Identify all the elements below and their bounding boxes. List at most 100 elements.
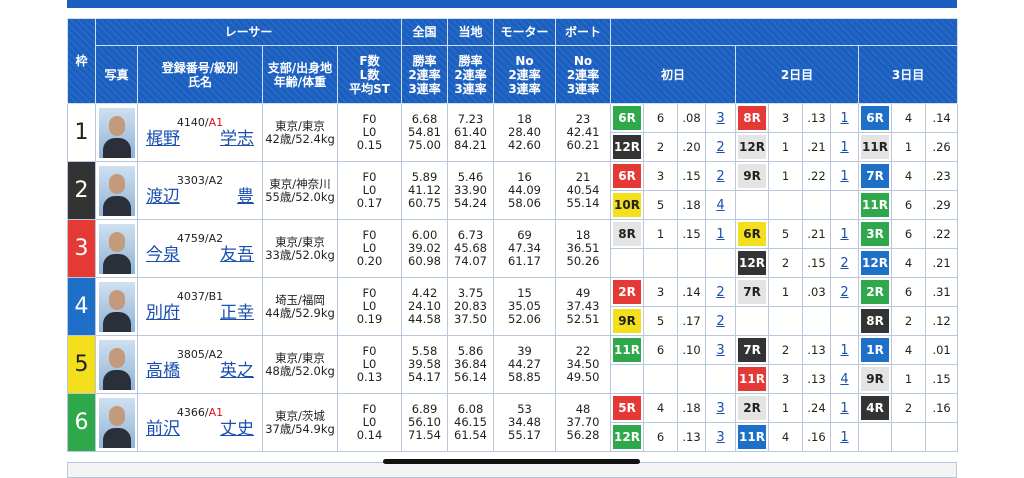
result[interactable]: 2	[840, 284, 849, 300]
race-label: 8R	[738, 106, 767, 130]
result[interactable]: 1	[840, 110, 849, 126]
empty-cell	[925, 422, 959, 452]
race-label: 10R	[613, 193, 642, 217]
header-cell: F数 L数 平均ST	[336, 45, 403, 104]
race-cell: 9R	[858, 364, 893, 394]
start-timing: .15	[802, 248, 832, 278]
result[interactable]: 2	[716, 168, 725, 184]
result[interactable]: 4	[716, 197, 725, 213]
text-line: 21	[575, 170, 591, 184]
branch-cell: 東京/東京 42歳/52.4kg	[262, 103, 338, 162]
text-line: 54.24	[454, 196, 487, 210]
branch-cell: 東京/茨城 37歳/54.9kg	[262, 393, 338, 452]
result[interactable]: 1	[840, 429, 849, 445]
text-line: 3連率	[454, 81, 487, 96]
text-line: L0	[362, 241, 377, 255]
text-line: 40.54	[566, 183, 600, 197]
result[interactable]: 1	[840, 400, 849, 416]
text-line: 37.43	[566, 299, 600, 313]
racer-name[interactable]: 渡辺 豊	[139, 187, 262, 207]
race-label: 2R	[613, 280, 642, 304]
text-line: 6.73	[457, 228, 484, 242]
result[interactable]: 2	[716, 284, 725, 300]
boat-cell: 21 40.54 55.14	[555, 161, 612, 220]
boat-cell: 49 37.43 52.51	[555, 277, 612, 336]
race-label: 6R	[613, 164, 642, 188]
result[interactable]: 1	[840, 168, 849, 184]
text-line: 0.15	[356, 138, 383, 152]
text-line: 3連率	[508, 81, 541, 96]
text-line: 52.06	[508, 312, 541, 326]
text-line: No	[573, 53, 593, 68]
empty-cell	[830, 190, 860, 220]
empty-cell	[705, 248, 737, 278]
reg-line: 4140/A1	[139, 116, 262, 129]
race-cell: 12R	[610, 132, 645, 162]
result[interactable]: 4	[840, 371, 849, 387]
racer-name[interactable]: 高橋 英之	[139, 361, 262, 381]
result-cell: 3	[705, 335, 737, 365]
reg-number: 4366/	[176, 406, 209, 419]
race-cell: 12R	[858, 248, 893, 278]
text-line: F0	[362, 402, 377, 416]
racer-name[interactable]: 梶野 学志	[139, 129, 262, 149]
given-name: 友吾	[220, 245, 254, 265]
boat-cell: 48 37.70 56.28	[555, 393, 612, 452]
result[interactable]: 2	[716, 313, 725, 329]
start-timing: .14	[677, 277, 707, 307]
text-line: F0	[362, 344, 377, 358]
surname: 今泉	[146, 245, 180, 265]
surname: 前沢	[146, 419, 180, 439]
result[interactable]: 3	[716, 342, 725, 358]
result[interactable]: 3	[716, 400, 725, 416]
result[interactable]: 1	[840, 139, 849, 155]
racer-name[interactable]: 別府 正幸	[139, 303, 262, 323]
text-line: 2連率	[454, 67, 487, 82]
result[interactable]: 1	[840, 342, 849, 358]
reg-number: 4759/	[176, 232, 209, 245]
result[interactable]: 1	[716, 226, 725, 242]
header-cell: 枠	[67, 18, 96, 104]
given-name: 英之	[220, 361, 254, 381]
empty-cell	[802, 306, 832, 336]
race-cell: 7R	[735, 277, 770, 307]
national-cell: 6.89 56.10 71.54	[401, 393, 449, 452]
text-line: 56.28	[566, 428, 600, 442]
result[interactable]: 1	[840, 226, 849, 242]
racer-name[interactable]: 今泉 友吾	[139, 245, 262, 265]
motor-cell: 69 47.34 61.17	[493, 219, 557, 278]
text-line: 56.10	[408, 415, 441, 429]
result[interactable]: 2	[840, 255, 849, 271]
start-timing: .14	[925, 103, 959, 133]
text-line: 4.42	[411, 286, 438, 300]
text-line: 74.07	[454, 254, 487, 268]
header-cell: ボート	[555, 18, 612, 46]
start-timing: .01	[925, 335, 959, 365]
result[interactable]: 2	[716, 139, 725, 155]
name-cell: 3805/A2 高橋 英之	[137, 335, 263, 394]
racer-row: 12R 2.20 2 12R 1.21 1 11R 1.26	[68, 132, 959, 162]
racer-table: 枠レーサー 全国 当地 モーター ボート 写真 登録番号/級別 氏名 支部/出身地 年齢/体重 F数…	[67, 18, 959, 452]
result-cell: 2	[830, 277, 860, 307]
text-line: 44.27	[508, 357, 541, 371]
header-cell: レーサー	[94, 18, 403, 46]
race-cell: 7R	[735, 335, 770, 365]
race-label: 9R	[861, 367, 890, 391]
result[interactable]: 3	[716, 429, 725, 445]
text-line: 6.89	[411, 402, 438, 416]
text-line: 6.00	[411, 228, 438, 242]
local-cell: 5.86 36.84 56.14	[447, 335, 495, 394]
course: 6	[643, 103, 679, 133]
course: 1	[768, 277, 804, 307]
result-cell: 4	[705, 190, 737, 220]
fl-st-cell: F0 L0 0.17	[336, 161, 403, 220]
header-cell: 勝率 2連率 3連率	[401, 45, 449, 104]
racer-class: A2	[208, 232, 224, 245]
result[interactable]: 3	[716, 110, 725, 126]
text-line: 0.17	[356, 196, 383, 210]
racer-name[interactable]: 前沢 丈史	[139, 419, 262, 439]
text-line: 22	[575, 344, 591, 358]
course: 3	[768, 103, 804, 133]
race-cell: 6R	[858, 103, 893, 133]
